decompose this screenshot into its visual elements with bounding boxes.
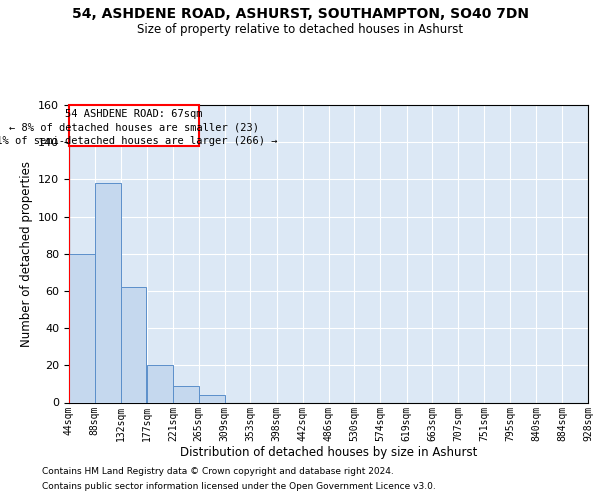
- Text: 54, ASHDENE ROAD, ASHURST, SOUTHAMPTON, SO40 7DN: 54, ASHDENE ROAD, ASHURST, SOUTHAMPTON, …: [71, 8, 529, 22]
- Text: 54 ASHDENE ROAD: 67sqm: 54 ASHDENE ROAD: 67sqm: [65, 109, 203, 119]
- Y-axis label: Number of detached properties: Number of detached properties: [20, 161, 32, 347]
- Text: Contains HM Land Registry data © Crown copyright and database right 2024.: Contains HM Land Registry data © Crown c…: [42, 467, 394, 476]
- Bar: [121, 287, 146, 403]
- Bar: [173, 386, 199, 402]
- Bar: [147, 366, 173, 403]
- Bar: [199, 395, 224, 402]
- X-axis label: Distribution of detached houses by size in Ashurst: Distribution of detached houses by size …: [180, 446, 477, 459]
- Text: 91% of semi-detached houses are larger (266) →: 91% of semi-detached houses are larger (…: [0, 136, 278, 146]
- Bar: [95, 183, 121, 402]
- Bar: [69, 254, 95, 402]
- FancyBboxPatch shape: [69, 105, 199, 146]
- Text: Size of property relative to detached houses in Ashurst: Size of property relative to detached ho…: [137, 22, 463, 36]
- Text: ← 8% of detached houses are smaller (23): ← 8% of detached houses are smaller (23): [9, 122, 259, 132]
- Text: Contains public sector information licensed under the Open Government Licence v3: Contains public sector information licen…: [42, 482, 436, 491]
